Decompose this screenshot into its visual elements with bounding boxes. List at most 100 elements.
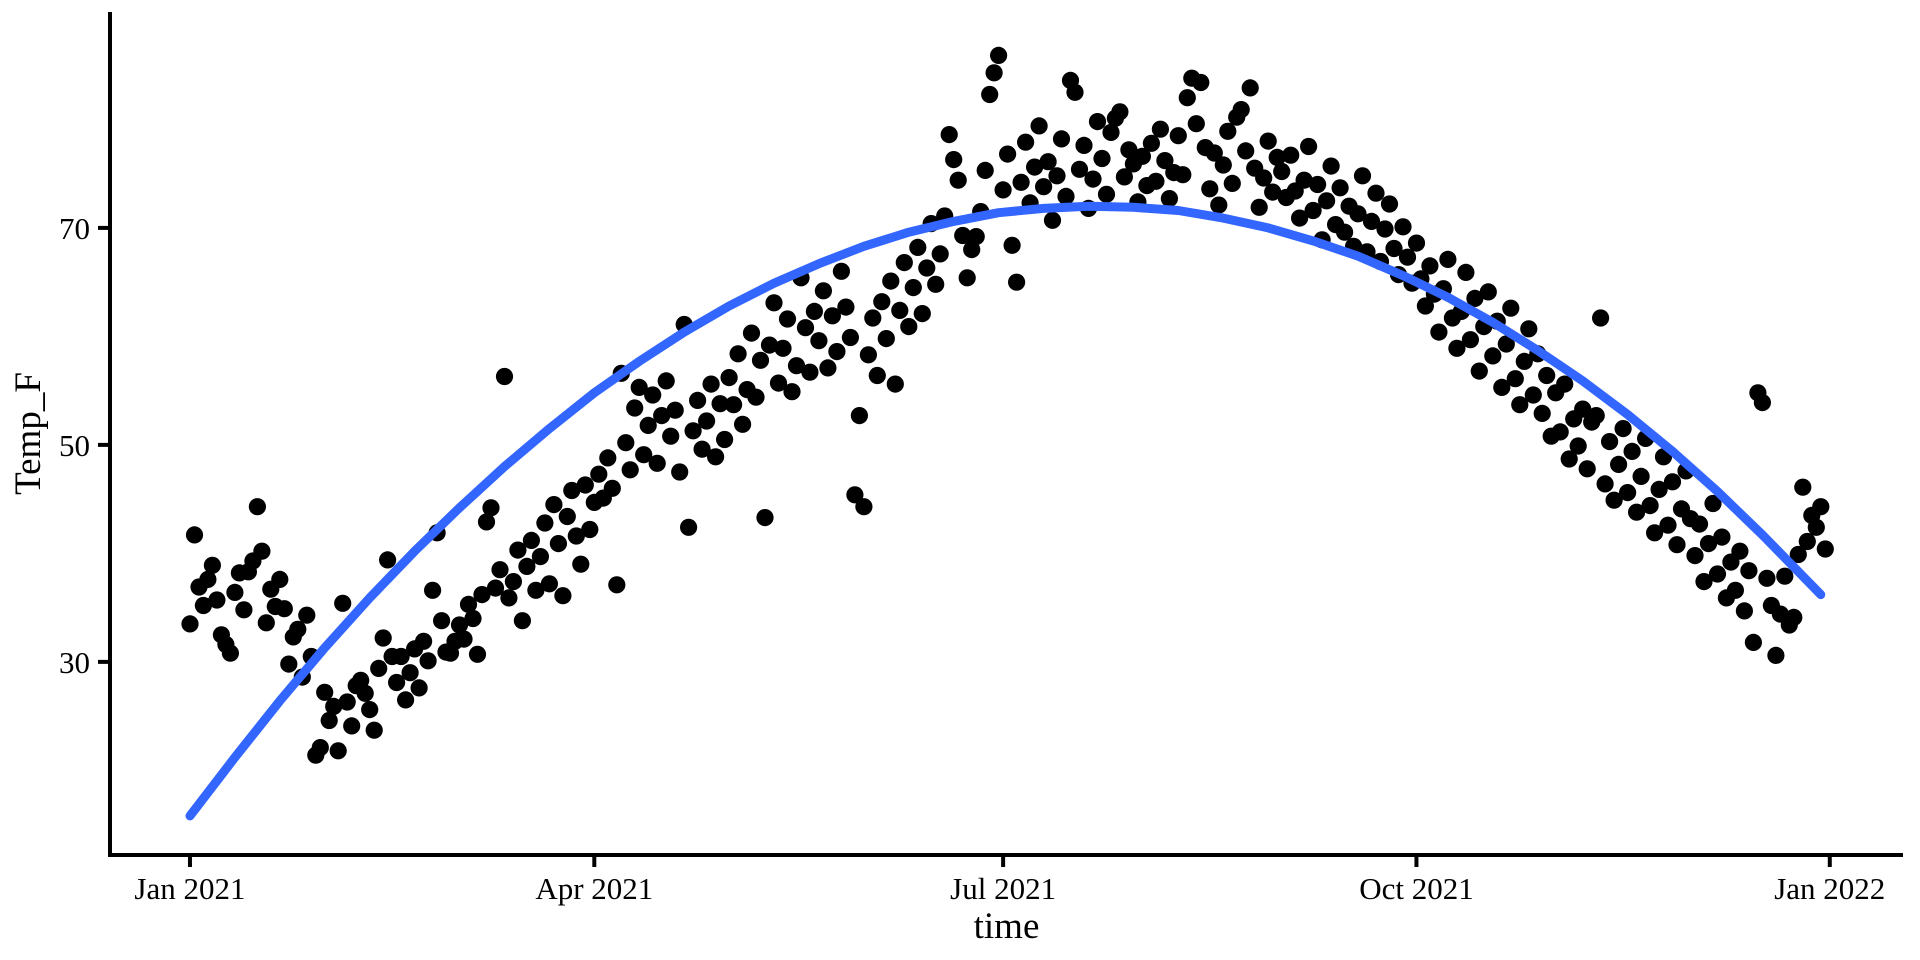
data-point xyxy=(787,357,806,375)
data-point xyxy=(774,339,792,357)
data-point xyxy=(1515,352,1533,370)
data-point xyxy=(1650,480,1668,498)
data-point xyxy=(707,448,725,466)
data-point xyxy=(1713,528,1731,546)
data-point xyxy=(253,542,271,560)
data-point xyxy=(819,359,837,377)
data-point xyxy=(1578,460,1596,478)
data-point xyxy=(1470,362,1488,380)
data-point xyxy=(1646,524,1664,542)
data-point xyxy=(235,601,253,619)
data-point xyxy=(1628,503,1646,521)
data-point xyxy=(379,551,397,569)
data-point xyxy=(280,655,298,673)
data-point xyxy=(397,691,415,709)
data-point xyxy=(522,531,541,550)
data-point xyxy=(1614,420,1632,438)
data-point xyxy=(334,594,352,612)
data-point xyxy=(626,399,644,417)
data-point xyxy=(1708,565,1727,583)
data-point xyxy=(536,514,554,532)
data-point xyxy=(671,463,689,481)
data-point xyxy=(1407,234,1426,252)
data-point xyxy=(1192,73,1210,92)
data-point xyxy=(518,557,536,576)
data-point xyxy=(1726,581,1744,599)
data-point xyxy=(181,615,199,633)
data-point xyxy=(392,647,410,666)
data-point xyxy=(662,427,680,445)
data-point xyxy=(1017,133,1035,151)
data-point xyxy=(1816,540,1834,558)
data-point xyxy=(814,282,833,300)
data-point xyxy=(221,644,239,662)
data-point xyxy=(725,396,743,414)
data-point xyxy=(940,126,958,144)
data-point xyxy=(1524,386,1542,404)
data-point xyxy=(1331,179,1349,197)
data-point xyxy=(1120,141,1138,159)
data-point xyxy=(1605,491,1623,509)
data-point xyxy=(945,151,963,169)
data-point xyxy=(248,498,266,516)
data-point xyxy=(1641,497,1659,515)
data-point xyxy=(1214,156,1232,174)
data-point xyxy=(810,332,828,350)
data-point xyxy=(1794,478,1812,496)
data-point xyxy=(1187,115,1205,133)
data-point xyxy=(756,508,774,527)
data-point xyxy=(1030,117,1048,135)
data-point xyxy=(778,310,797,328)
data-point xyxy=(509,541,527,559)
data-point xyxy=(1003,236,1021,254)
data-point xyxy=(1133,147,1151,165)
data-point xyxy=(644,386,662,404)
data-point xyxy=(985,64,1003,82)
data-point xyxy=(913,305,931,323)
data-point xyxy=(316,683,334,701)
data-point xyxy=(931,245,949,263)
data-point xyxy=(850,407,869,425)
data-point xyxy=(1336,223,1354,241)
data-point xyxy=(801,363,819,381)
data-point xyxy=(1493,378,1511,396)
data-point xyxy=(1767,646,1785,665)
data-point xyxy=(1551,423,1569,441)
data-point xyxy=(1035,178,1053,196)
data-point xyxy=(1385,239,1403,258)
data-point xyxy=(873,293,891,311)
data-point xyxy=(783,383,801,401)
data-point xyxy=(999,145,1017,163)
data-point xyxy=(742,324,761,342)
data-point xyxy=(1241,79,1259,97)
data-point xyxy=(1574,400,1592,418)
data-point xyxy=(1088,113,1107,131)
data-point xyxy=(1304,201,1322,220)
data-point xyxy=(868,366,886,385)
data-point xyxy=(720,369,738,387)
data-point xyxy=(482,499,500,517)
data-point xyxy=(846,486,864,504)
data-point xyxy=(990,46,1008,64)
data-point xyxy=(1362,212,1381,230)
data-point xyxy=(1421,257,1439,275)
data-point xyxy=(698,412,716,430)
data-point xyxy=(1115,168,1133,186)
data-point xyxy=(1111,103,1129,121)
data-point xyxy=(693,440,711,458)
data-point xyxy=(1291,209,1309,227)
data-point xyxy=(617,434,635,452)
data-point xyxy=(257,614,275,632)
data-point xyxy=(374,629,392,647)
data-point xyxy=(1448,339,1466,357)
data-point xyxy=(199,570,217,589)
data-point xyxy=(504,573,522,591)
data-point xyxy=(1812,498,1830,516)
data-point xyxy=(1506,370,1524,388)
data-point xyxy=(1367,184,1385,202)
data-point xyxy=(1457,263,1475,281)
data-point xyxy=(684,422,702,440)
data-point xyxy=(1008,273,1026,291)
